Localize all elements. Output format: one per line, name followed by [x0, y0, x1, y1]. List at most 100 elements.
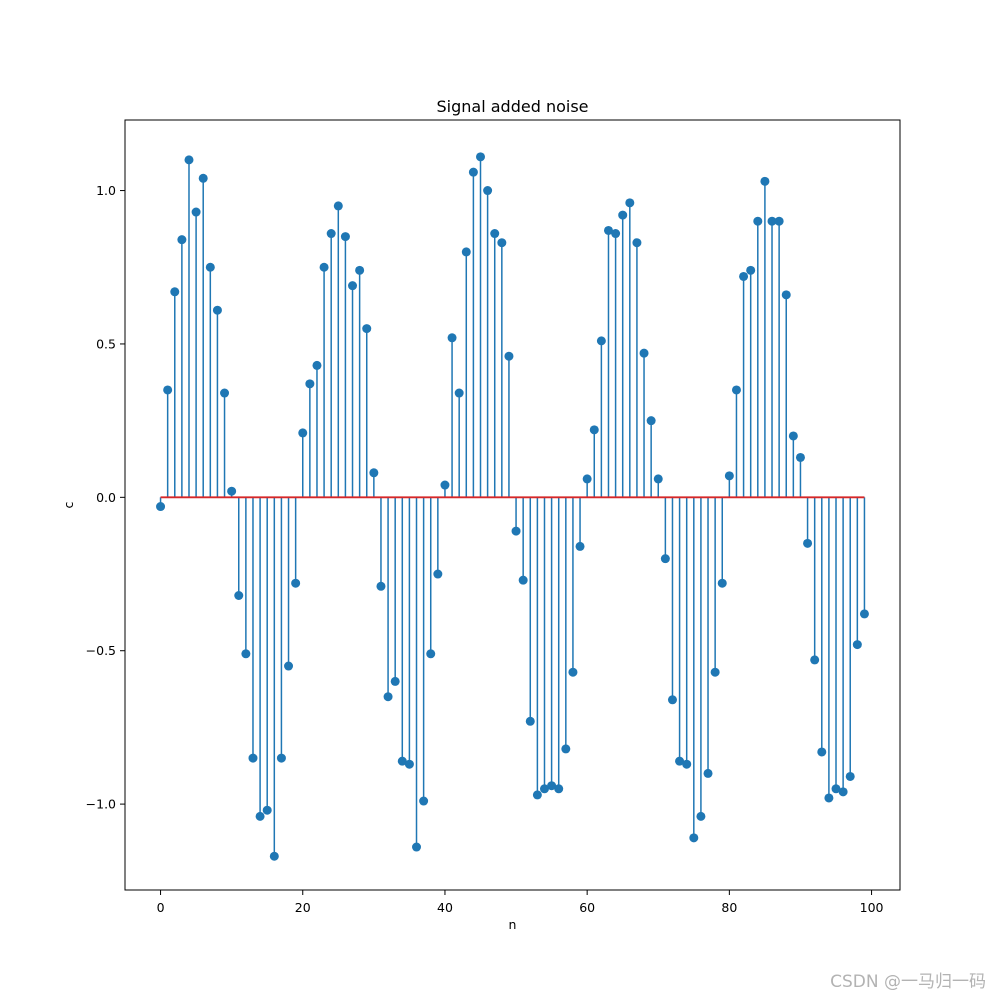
stem-marker	[170, 287, 180, 297]
plot-area-frame	[124, 119, 901, 891]
stem-marker	[490, 229, 500, 239]
stem-marker	[696, 811, 706, 821]
stem-marker	[611, 229, 621, 239]
stem-marker	[568, 667, 578, 677]
stem-marker	[156, 502, 166, 512]
stem-marker	[163, 385, 173, 395]
x-axis: 0 20 40 60 80 100	[157, 890, 884, 915]
stem-marker	[284, 661, 294, 671]
x-tick-label: 60	[579, 900, 595, 915]
stem-marker	[845, 771, 855, 781]
stem-marker	[348, 281, 358, 291]
stem-marker	[525, 716, 535, 726]
stem-marker	[426, 649, 436, 659]
stem-marker	[412, 842, 422, 852]
stem-marker	[269, 851, 279, 861]
stem-marker	[191, 207, 201, 217]
chart-title: Signal added noise	[437, 97, 589, 116]
stem-marker	[184, 155, 194, 165]
stem-marker	[817, 747, 827, 757]
stem-marker	[859, 609, 869, 619]
y-tick-label: 0.0	[96, 490, 116, 505]
stem-marker	[838, 787, 848, 797]
stem-marker	[497, 238, 507, 248]
y-axis: −1.0 −0.5 0.0 0.5 1.0	[86, 183, 125, 812]
x-tick-label: 40	[437, 900, 453, 915]
stem-marker	[639, 348, 649, 358]
stem-marker	[397, 756, 407, 766]
stem-marker	[753, 216, 763, 226]
stem-marker	[788, 431, 798, 441]
stem-marker	[319, 262, 329, 272]
stem-marker	[454, 388, 464, 398]
stem-marker	[440, 480, 450, 490]
stem-marker	[589, 425, 599, 435]
stem-marker	[483, 186, 493, 196]
stem-marker	[547, 781, 557, 791]
stem-marker	[333, 201, 343, 211]
stem-marker	[305, 379, 315, 389]
stem-marker	[646, 416, 656, 426]
stem-marker	[532, 790, 542, 800]
stem-marker	[539, 784, 549, 794]
stem-marker	[404, 759, 414, 769]
x-tick-label: 0	[157, 900, 165, 915]
stem-marker	[419, 796, 429, 806]
stem-marker	[795, 452, 805, 462]
stem-marker	[234, 590, 244, 600]
stem-marker	[760, 176, 770, 186]
markers-layer	[156, 152, 869, 861]
stem-marker	[689, 833, 699, 843]
stem-marker	[746, 265, 756, 275]
stem-marker	[312, 360, 322, 370]
y-tick-label: −0.5	[86, 643, 116, 658]
x-axis-label: n	[509, 917, 517, 932]
stem-marker	[561, 744, 571, 754]
y-axis-label: c	[61, 501, 76, 508]
stem-marker	[326, 229, 336, 239]
x-tick-label: 80	[721, 900, 737, 915]
stem-marker	[504, 351, 514, 361]
watermark: CSDN @一马归一码	[830, 972, 986, 992]
stem-marker	[710, 667, 720, 677]
stem-marker	[383, 692, 393, 702]
stem-marker	[511, 526, 521, 536]
stem-marker	[767, 216, 777, 226]
stem-marker	[362, 324, 372, 334]
stem-marker	[340, 232, 350, 242]
stem-marker	[682, 759, 692, 769]
stem-marker	[220, 388, 230, 398]
stem-marker	[447, 333, 457, 343]
stem-marker	[653, 474, 663, 484]
stem-marker	[667, 695, 677, 705]
stem-marker	[824, 793, 834, 803]
stem-marker	[703, 768, 713, 778]
stem-marker	[731, 385, 741, 395]
y-tick-label: 0.5	[96, 336, 116, 351]
stem-marker	[575, 541, 585, 551]
stem-marker	[554, 784, 564, 794]
stem-marker	[632, 238, 642, 248]
stem-marker	[724, 471, 734, 481]
stem-marker	[376, 581, 386, 591]
stem-marker	[518, 575, 528, 585]
stem-marker	[355, 265, 365, 275]
stem-marker	[476, 152, 486, 162]
stem-marker	[774, 216, 784, 226]
stem-marker	[660, 554, 670, 564]
y-tick-label: 1.0	[96, 183, 116, 198]
stem-marker	[241, 649, 251, 659]
stem-marker	[852, 640, 862, 650]
stem-marker	[675, 756, 685, 766]
stem-marker	[227, 486, 237, 496]
stem-marker	[618, 210, 628, 220]
stem-marker	[298, 428, 308, 438]
stem-marker	[390, 676, 400, 686]
stem-marker	[603, 225, 613, 235]
stem-marker	[291, 578, 301, 588]
stem-marker	[433, 569, 443, 579]
stems-layer	[159, 156, 866, 857]
stem-marker	[276, 753, 286, 763]
stem-marker	[625, 198, 635, 208]
